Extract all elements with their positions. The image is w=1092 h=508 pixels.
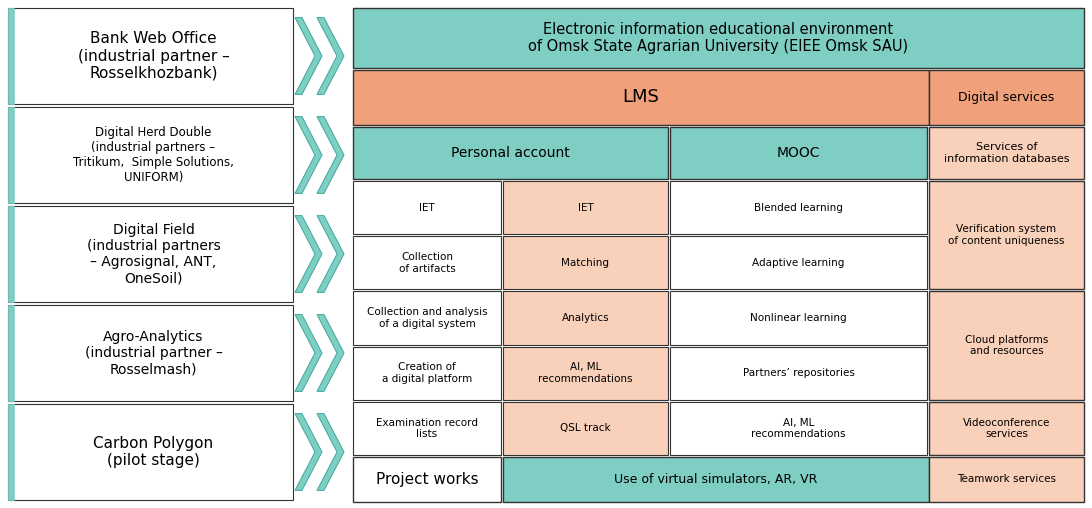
Bar [8,305,293,401]
Text: IET: IET [419,203,435,213]
Text: QSL track: QSL track [560,423,610,433]
Text: Partners’ repositories: Partners’ repositories [743,368,854,378]
Text: Nonlinear learning: Nonlinear learning [750,313,846,323]
Bar [503,236,668,290]
Polygon shape [295,117,322,194]
Text: Examination record
lists: Examination record lists [376,418,478,439]
Bar [929,457,1084,502]
Bar [503,181,668,234]
Text: Agro-Analytics
(industrial partner –
Rosselmash): Agro-Analytics (industrial partner – Ros… [84,330,223,376]
Bar [353,127,668,179]
Bar [670,236,927,290]
Bar [8,8,293,104]
Bar [8,206,293,302]
Bar [670,402,927,455]
Polygon shape [317,414,344,490]
Polygon shape [317,314,344,391]
Bar [670,127,927,179]
Bar [353,292,501,344]
Text: Digital services: Digital services [959,91,1055,104]
Text: LMS: LMS [622,88,660,107]
Bar [670,181,927,234]
Text: Collection
of artifacts: Collection of artifacts [399,252,455,274]
Text: Cloud platforms
and resources: Cloud platforms and resources [965,335,1048,357]
Bar [8,107,14,203]
Bar [929,70,1084,125]
Bar [929,181,1084,290]
Text: Verification system
of content uniqueness: Verification system of content uniquenes… [948,225,1065,246]
Polygon shape [317,215,344,293]
Text: Digital Field
(industrial partners
– Agrosignal, ANT,
OneSoil): Digital Field (industrial partners – Agr… [86,223,221,285]
Text: Creation of
a digital platform: Creation of a digital platform [382,362,472,384]
Bar [8,206,14,302]
Polygon shape [295,414,322,490]
Text: Project works: Project works [376,472,478,487]
Text: Teamwork services: Teamwork services [957,474,1056,485]
Polygon shape [295,314,322,391]
Polygon shape [317,18,344,94]
Bar [503,292,668,344]
Text: MOOC: MOOC [776,146,820,160]
Text: Adaptive learning: Adaptive learning [752,258,845,268]
Bar [353,457,501,502]
Text: Matching: Matching [561,258,609,268]
Bar [929,402,1084,455]
Polygon shape [295,18,322,94]
Text: AI, ML
recommendations: AI, ML recommendations [538,362,632,384]
Text: Analytics: Analytics [561,313,609,323]
Text: Blended learning: Blended learning [755,203,843,213]
Text: Electronic information educational environment
of Omsk State Agrarian University: Electronic information educational envir… [529,22,909,54]
Bar [8,404,14,500]
Bar [929,127,1084,179]
Bar [353,346,501,400]
Text: Digital Herd Double
(industrial partners –
Tritikum,  Simple Solutions,
UNIFORM): Digital Herd Double (industrial partners… [73,126,234,184]
Text: AI, ML
recommendations: AI, ML recommendations [751,418,845,439]
Bar [503,457,929,502]
Text: Collection and analysis
of a digital system: Collection and analysis of a digital sys… [367,307,487,329]
Bar [670,346,927,400]
Text: Services of
information databases: Services of information databases [943,142,1069,164]
Bar [353,8,1084,68]
Polygon shape [295,215,322,293]
Bar [353,236,501,290]
Text: Carbon Polygon
(pilot stage): Carbon Polygon (pilot stage) [94,436,214,468]
Bar [8,404,293,500]
Bar [8,107,293,203]
Bar [670,292,927,344]
Bar [8,305,14,401]
Bar [503,402,668,455]
Text: Personal account: Personal account [451,146,570,160]
Polygon shape [317,117,344,194]
Text: Use of virtual simulators, AR, VR: Use of virtual simulators, AR, VR [615,473,818,486]
Bar [353,70,929,125]
Bar [8,8,14,104]
Bar [929,292,1084,400]
Text: Bank Web Office
(industrial partner –
Rosselkhozbank): Bank Web Office (industrial partner – Ro… [78,31,229,81]
Text: Videoconference
services: Videoconference services [963,418,1051,439]
Bar [503,346,668,400]
Bar [353,181,501,234]
Text: IET: IET [578,203,593,213]
Bar [353,402,501,455]
